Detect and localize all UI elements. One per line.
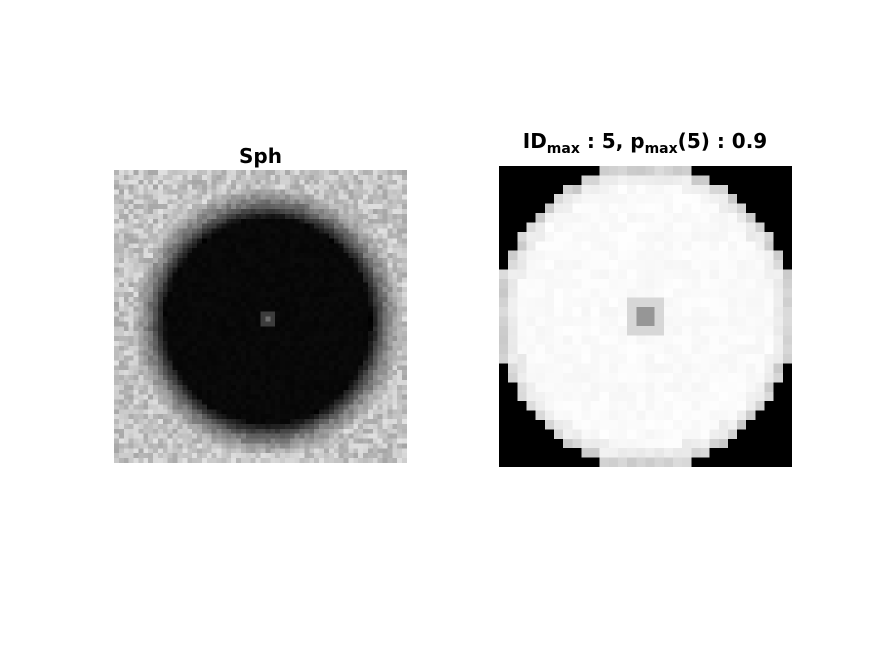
title-part-id: ID	[522, 129, 547, 153]
title-sub-max-2: max	[644, 141, 678, 157]
right-panel-title: IDmax : 5, pmax(5) : 0.9	[472, 131, 818, 156]
left-panel-title: Sph	[239, 144, 282, 168]
title-sub-max-1: max	[546, 141, 580, 157]
probability-map-image	[499, 166, 792, 467]
title-part-middle: : 5, p	[579, 129, 645, 153]
sphere-grayscale-image	[114, 170, 407, 463]
title-part-end: (5) : 0.9	[677, 129, 768, 153]
